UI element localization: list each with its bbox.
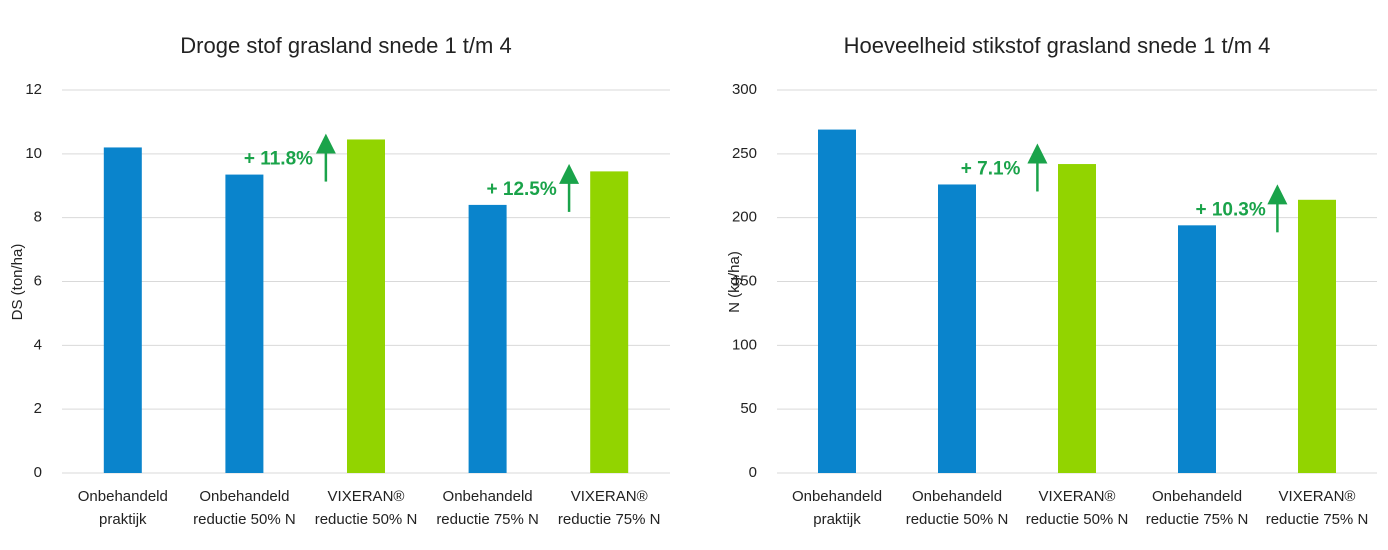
bar <box>1178 225 1216 473</box>
chart-title: Hoeveelheid stikstof grasland snede 1 t/… <box>844 33 1271 58</box>
y-tick-label: 100 <box>732 336 757 353</box>
bar <box>347 139 385 474</box>
bar <box>818 129 856 473</box>
y-tick-label: 2 <box>34 400 42 417</box>
bar <box>468 204 507 473</box>
x-tick-label: praktijk <box>813 511 861 528</box>
x-tick-label: reductie 75% N <box>1146 511 1249 528</box>
annotation: + 11.8% <box>244 149 313 170</box>
y-tick-label: 6 <box>34 272 42 289</box>
x-tick-label: reductie 50% N <box>906 511 1009 528</box>
y-tick-label: 50 <box>740 400 757 417</box>
y-tick-label: 10 <box>25 145 42 162</box>
x-tick-label: Onbehandeld <box>78 488 168 505</box>
bar <box>225 174 264 473</box>
bar <box>1298 199 1336 473</box>
x-tick-label: Onbehandeld <box>443 488 533 505</box>
x-tick-label: Onbehandeld <box>1152 488 1242 505</box>
x-tick-label: reductie 75% N <box>436 511 539 528</box>
x-tick-label: VIXERAN® <box>1039 488 1116 505</box>
y-tick-label: 0 <box>34 464 42 481</box>
x-tick-label: VIXERAN® <box>1279 488 1356 505</box>
y-tick-label: 200 <box>732 209 757 226</box>
y-axis-label: N (kg/ha) <box>726 251 743 313</box>
x-tick-label: VIXERAN® <box>571 488 648 505</box>
y-tick-label: 8 <box>34 209 42 226</box>
x-tick-label: reductie 75% N <box>558 511 661 528</box>
y-axis-label: DS (ton/ha) <box>9 244 26 321</box>
x-tick-label: VIXERAN® <box>328 488 405 505</box>
x-tick-label: Onbehandeld <box>912 488 1002 505</box>
y-tick-label: 300 <box>732 81 757 98</box>
annotation: + 10.3% <box>1195 199 1265 220</box>
chart-title: Droge stof grasland snede 1 t/m 4 <box>180 33 511 58</box>
y-tick-label: 0 <box>749 464 757 481</box>
y-tick-label: 150 <box>732 272 757 289</box>
bar <box>103 147 142 473</box>
annotation: + 12.5% <box>487 179 557 200</box>
x-tick-label: Onbehandeld <box>199 488 289 505</box>
x-tick-label: reductie 50% N <box>193 511 296 528</box>
annotation: + 7.1% <box>961 158 1021 179</box>
y-tick-label: 250 <box>732 145 757 162</box>
y-tick-label: 4 <box>34 336 42 353</box>
x-tick-label: reductie 75% N <box>1266 511 1369 528</box>
x-tick-label: Onbehandeld <box>792 488 882 505</box>
y-tick-label: 12 <box>25 81 42 98</box>
bar <box>938 184 976 473</box>
bar <box>590 171 629 473</box>
x-tick-label: reductie 50% N <box>1026 511 1129 528</box>
bar <box>1058 164 1096 473</box>
x-tick-label: reductie 50% N <box>315 511 418 528</box>
x-tick-label: praktijk <box>99 511 147 528</box>
